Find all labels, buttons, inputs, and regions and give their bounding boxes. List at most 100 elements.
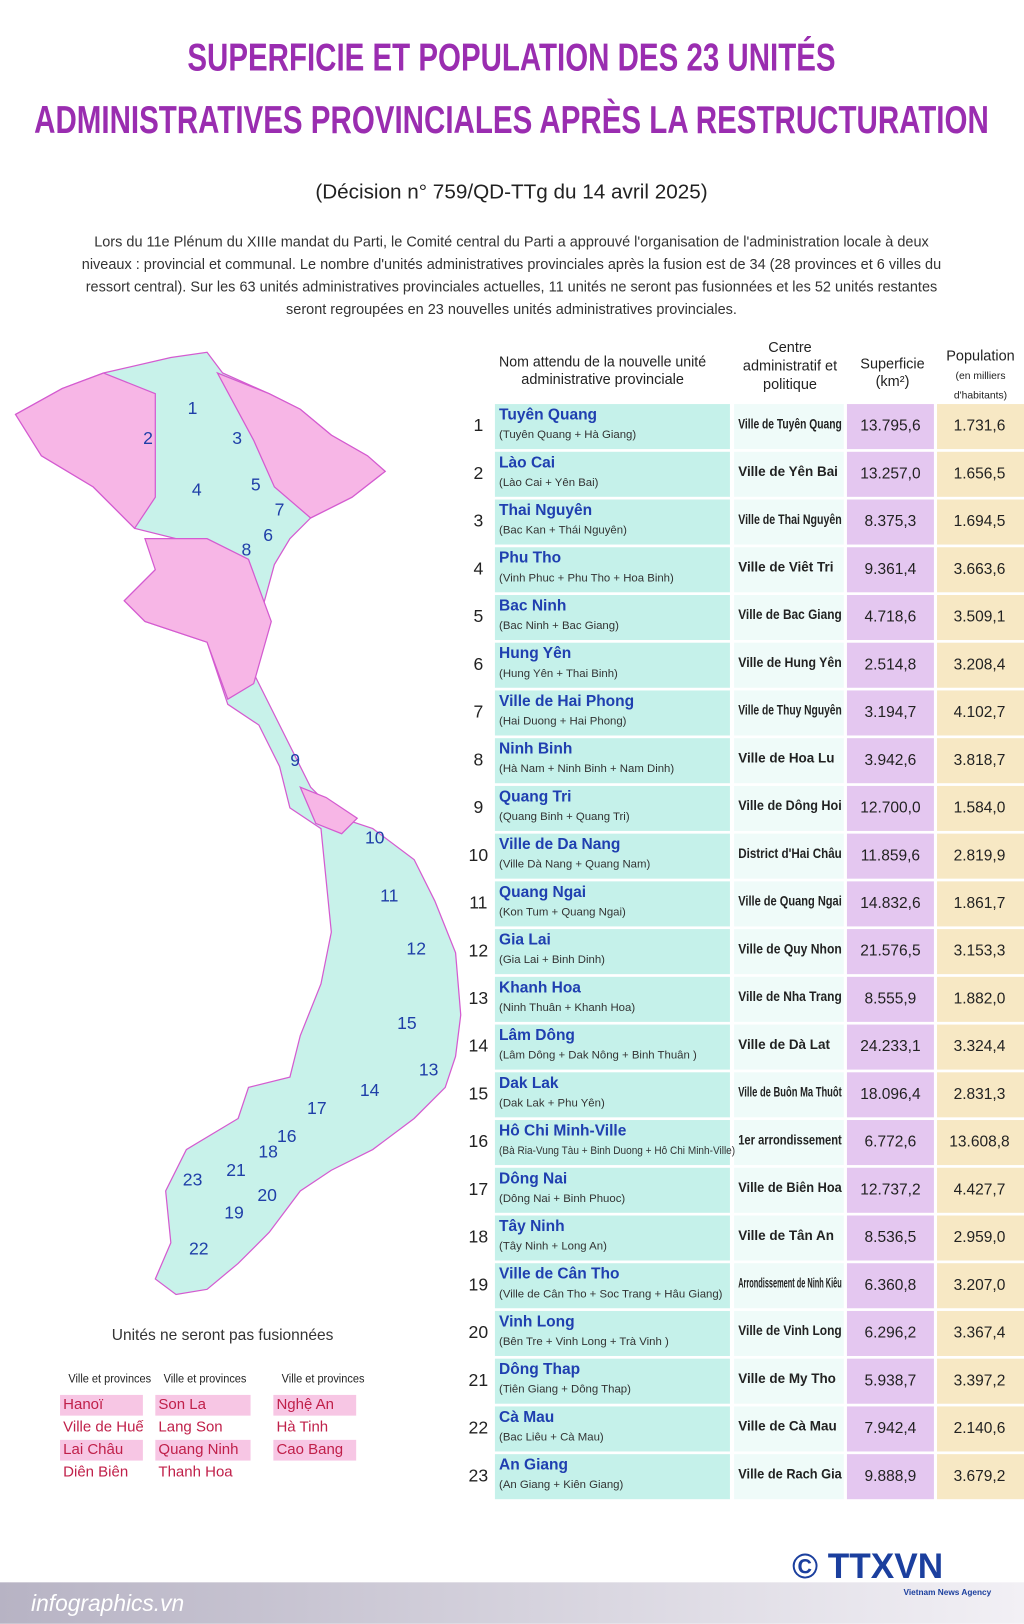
population: 4.102,7 — [954, 704, 1006, 721]
unit-composition: (Tuyên Quang + Hà Giang) — [499, 429, 636, 441]
population: 3.153,3 — [954, 943, 1006, 960]
center-cell — [734, 642, 844, 688]
legend-item: Lang Son — [158, 1419, 222, 1436]
population: 3.509,1 — [954, 609, 1006, 626]
map-label: 13 — [419, 1060, 439, 1080]
center-cell — [734, 1120, 844, 1166]
unit-composition: (Ninh Thuân + Khanh Hoa) — [499, 1002, 635, 1014]
population-cell — [937, 690, 1024, 736]
area-cell — [846, 690, 934, 736]
center: Ville de Hung Yên — [738, 655, 842, 670]
content: SUPERFICIE ET POPULATION DES 23 UNITÉS AD… — [0, 36, 1024, 1624]
unit-name: Hô Chi Minh-Ville — [499, 1123, 627, 1140]
name-cell — [494, 499, 730, 545]
area-cell — [846, 738, 934, 784]
unit-name: Vinh Long — [499, 1313, 575, 1330]
population-cell — [937, 594, 1024, 641]
unit-name: Khanh Hoa — [499, 979, 581, 996]
map-label: 4 — [192, 480, 202, 500]
legend-highlight — [60, 1394, 143, 1416]
center: Ville de Hoa Lu — [738, 750, 834, 765]
legend-item: Ville de Huế — [63, 1419, 144, 1436]
row-number: 5 — [473, 606, 483, 626]
area: 3.942,6 — [865, 752, 917, 769]
map-label: 6 — [263, 525, 273, 545]
footer-site: infographics.vn — [31, 1590, 184, 1616]
table-header: d'habitants) — [954, 391, 1007, 402]
area: 12.700,0 — [860, 800, 921, 817]
population-cell — [937, 833, 1024, 879]
intro: niveaux : provincial et communal. Le nom… — [82, 257, 941, 273]
center-cell — [734, 547, 844, 593]
map-label: 20 — [257, 1185, 277, 1205]
area: 5.938,7 — [865, 1372, 917, 1389]
area: 13.257,0 — [860, 465, 921, 482]
title: ADMINISTRATIVES PROVINCIALES APRÈS LA RE… — [34, 98, 989, 142]
unit-composition: (An Giang + Kiên Giang) — [499, 1479, 623, 1491]
legend-highlight — [273, 1394, 357, 1416]
row-number: 3 — [473, 511, 483, 531]
area: 13.795,6 — [860, 418, 920, 435]
name-cell — [494, 1358, 730, 1404]
area: 7.942,4 — [865, 1420, 917, 1437]
center-cell — [734, 404, 844, 450]
intro: ressort central). Sur les 63 unités admi… — [86, 279, 938, 295]
table-header: politique — [763, 377, 817, 393]
center: Ville de Tuyên Quang — [738, 416, 842, 431]
map-label: 12 — [406, 938, 426, 958]
map-unmerged — [123, 538, 272, 701]
legend-item: Lai Châu — [63, 1441, 123, 1458]
population-cell — [937, 404, 1024, 450]
unit-composition: (Lào Cai + Yên Bai) — [499, 477, 599, 489]
name-cell — [494, 929, 730, 975]
population-cell — [937, 499, 1024, 545]
row-number: 4 — [473, 558, 483, 578]
name-cell — [494, 690, 730, 736]
population-cell — [937, 547, 1024, 593]
map-label: 18 — [258, 1141, 278, 1161]
unit-composition: (Quang Binh + Quang Tri) — [499, 811, 630, 823]
population-cell — [937, 1263, 1024, 1309]
center-cell — [734, 1263, 844, 1309]
unit-name: Quang Ngai — [499, 884, 586, 901]
unit-composition: (Tây Ninh + Long An) — [499, 1241, 607, 1253]
center: Ville de Thai Nguyên — [738, 512, 842, 527]
population-cell — [937, 785, 1024, 831]
area: 11.859,6 — [861, 847, 920, 864]
name-cell — [494, 738, 730, 784]
center-cell — [734, 1358, 844, 1404]
map-label: 1 — [188, 398, 198, 418]
population: 1.584,0 — [954, 800, 1006, 817]
map-label: 11 — [380, 886, 398, 906]
area-cell — [846, 547, 934, 593]
center: Ville de Thuy Nguyên — [738, 703, 842, 718]
unit-name: Thai Nguyên — [499, 502, 592, 519]
table-header: (en milliers — [956, 371, 1006, 382]
area-cell — [846, 1215, 934, 1261]
name-cell — [494, 1263, 730, 1309]
name-cell — [494, 1120, 730, 1166]
row-number: 14 — [469, 1036, 489, 1056]
map-label: 22 — [189, 1239, 209, 1259]
population: 1.731,6 — [954, 418, 1006, 435]
title: SUPERFICIE ET POPULATION DES 23 UNITÉS — [187, 36, 835, 80]
population-cell — [937, 1406, 1024, 1452]
center-cell — [734, 594, 844, 641]
center-cell — [734, 785, 844, 831]
legend-item: Cao Bang — [276, 1441, 343, 1458]
population: 13.608,8 — [949, 1134, 1009, 1151]
legend-highlight — [155, 1394, 251, 1416]
table-header: administrative provinciale — [521, 372, 684, 388]
area-cell — [846, 881, 934, 927]
legend-header: Ville et provinces — [282, 1372, 365, 1386]
unit-composition: (Hai Duong + Hai Phong) — [499, 716, 627, 728]
row-number: 13 — [469, 988, 489, 1008]
map-label: 19 — [224, 1202, 244, 1222]
area-cell — [846, 976, 934, 1022]
row-number: 17 — [469, 1179, 489, 1199]
unit-name: Hung Yên — [499, 645, 571, 662]
unit-composition: (Gia Lai + Binh Dinh) — [499, 954, 605, 966]
area-cell — [846, 1024, 934, 1070]
population: 1.694,5 — [954, 513, 1006, 530]
map-label: 17 — [307, 1098, 327, 1118]
